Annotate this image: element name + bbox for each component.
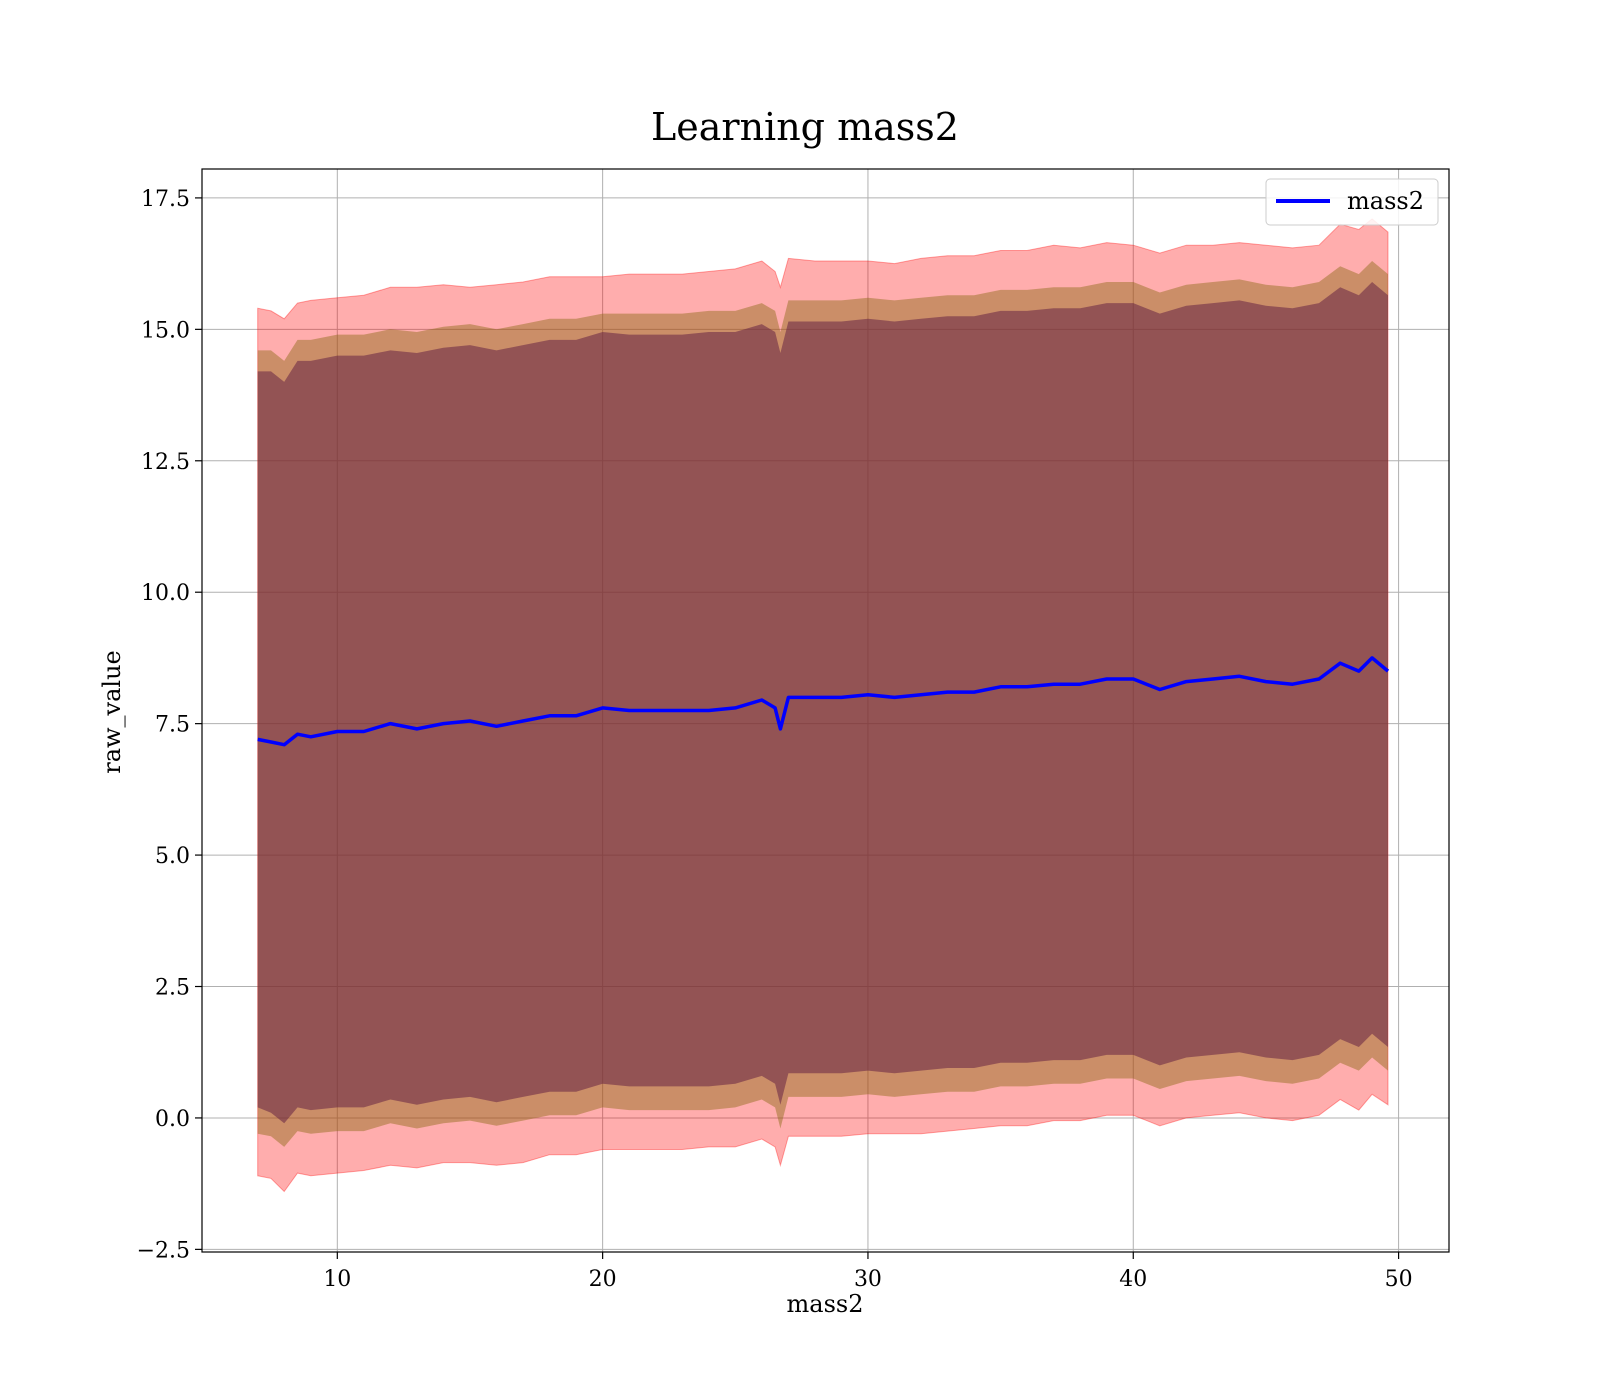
x-axis-label: mass2: [787, 1290, 864, 1318]
y-tick-label: 2.5: [155, 976, 190, 1001]
y-tick-label: 5.0: [155, 844, 190, 869]
legend-entry-mass2: mass2: [1347, 187, 1424, 215]
x-tick-label: 40: [1119, 1267, 1147, 1292]
y-tick-label: 17.5: [141, 187, 190, 212]
legend-box: [1265, 178, 1439, 226]
y-tick-label: 0.0: [155, 1107, 190, 1132]
y-tick-label: 10.0: [141, 581, 190, 606]
band-inner: [257, 282, 1389, 1124]
legend: mass2: [1265, 178, 1439, 226]
x-tick-label: 30: [854, 1267, 882, 1292]
plot-area: 10 20 30 40 50 −2.5 0.0 2.5 5.0 7.5 10.0 12.5 15.0 1…: [137, 168, 1450, 1292]
x-axis-ticks: 10 20 30 40 50: [323, 1252, 1413, 1292]
y-tick-label: 12.5: [141, 450, 190, 475]
x-tick-label: 50: [1385, 1267, 1413, 1292]
series-lines: [257, 656, 1390, 747]
y-tick-label: −2.5: [137, 1238, 190, 1263]
plot-frame: [201, 168, 1450, 1253]
x-tick-label: 20: [589, 1267, 617, 1292]
bands: [257, 218, 1389, 1193]
y-axis-ticks: −2.5 0.0 2.5 5.0 7.5 10.0 12.5 15.0 17.5: [137, 187, 202, 1263]
y-tick-label: 7.5: [155, 713, 190, 738]
y-tick-label: 15.0: [141, 318, 190, 343]
series-line-mass2: [257, 656, 1390, 747]
x-tick-label: 10: [323, 1267, 351, 1292]
chart-title: Learning mass2: [651, 105, 959, 149]
y-axis-label: raw_value: [98, 650, 126, 774]
